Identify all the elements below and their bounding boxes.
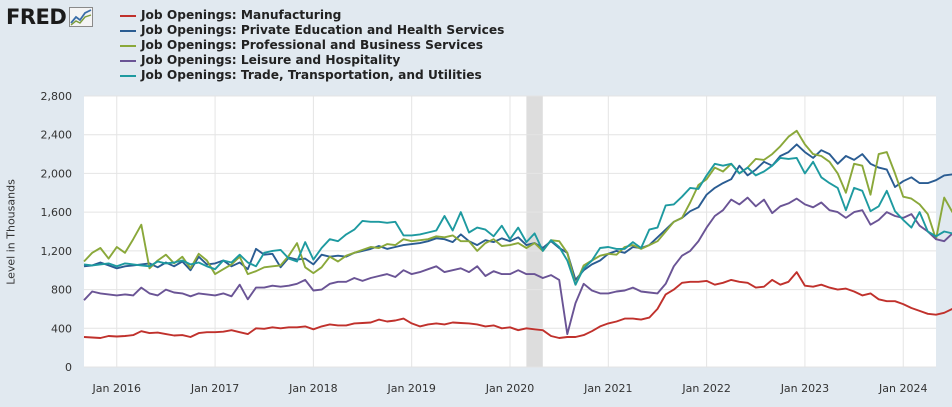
x-tick-label: Jan 2021 (583, 382, 632, 395)
x-tick-label: Jan 2022 (681, 382, 730, 395)
legend-item-2: Job Openings: Private Education and Heal… (120, 23, 504, 38)
legend-label: Job Openings: Leisure and Hospitality (141, 53, 401, 67)
y-tick-label: 400 (51, 322, 72, 335)
x-tick-label: Jan 2017 (190, 382, 239, 395)
legend-label: Job Openings: Professional and Business … (141, 38, 483, 52)
x-tick-label: Jan 2019 (386, 382, 435, 395)
gridlines (84, 95, 936, 368)
x-tick-labels: Jan 2016 Jan 2017 Jan 2018 Jan 2019 Jan 2020… (92, 382, 928, 395)
legend-item-1: Job Openings: Manufacturing (120, 8, 504, 23)
x-tick-label: Jan 2020 (485, 382, 534, 395)
legend-swatch (120, 29, 136, 32)
y-tick-label: 2,400 (41, 129, 73, 142)
logo-text: FRED (6, 5, 67, 29)
y-tick-label: 2,000 (41, 167, 73, 180)
legend-label: Job Openings: Trade, Transportation, and… (141, 68, 482, 82)
legend-swatch (120, 14, 136, 17)
x-tick-label: Jan 2024 (878, 382, 927, 395)
legend-item-5: Job Openings: Trade, Transportation, and… (120, 68, 504, 83)
y-tick-label: 800 (51, 284, 72, 297)
series-line-4 (83, 196, 952, 336)
y-tick-label: 2,800 (41, 90, 73, 103)
series-line-1 (83, 271, 952, 339)
y-tick-label: 1,200 (41, 245, 73, 258)
legend-swatch (120, 74, 136, 77)
legend-label: Job Openings: Manufacturing (141, 8, 342, 22)
legend-label: Job Openings: Private Education and Heal… (141, 23, 505, 37)
series-line-5 (83, 156, 952, 286)
legend-swatch (120, 59, 136, 62)
trend-chart-icon (69, 7, 94, 27)
series-lines (83, 129, 952, 339)
recession-band (526, 96, 543, 367)
fred-logo[interactable]: FRED (6, 4, 94, 30)
y-tick-label: 1,600 (41, 206, 73, 219)
legend-item-3: Job Openings: Professional and Business … (120, 38, 504, 53)
y-tick-labels: 0 400 800 1,200 1,600 2,000 2,400 2,800 (41, 90, 73, 374)
x-tick-label: Jan 2016 (92, 382, 141, 395)
chart-legend: Job Openings: Manufacturing Job Openings:… (120, 8, 504, 83)
y-tick-label: 0 (65, 361, 72, 374)
legend-swatch (120, 44, 136, 47)
x-tick-label: Jan 2023 (780, 382, 829, 395)
recession-shading (526, 96, 543, 367)
legend-item-4: Job Openings: Leisure and Hospitality (120, 53, 504, 68)
x-tick-label: Jan 2018 (288, 382, 337, 395)
series-line-3 (83, 129, 952, 286)
